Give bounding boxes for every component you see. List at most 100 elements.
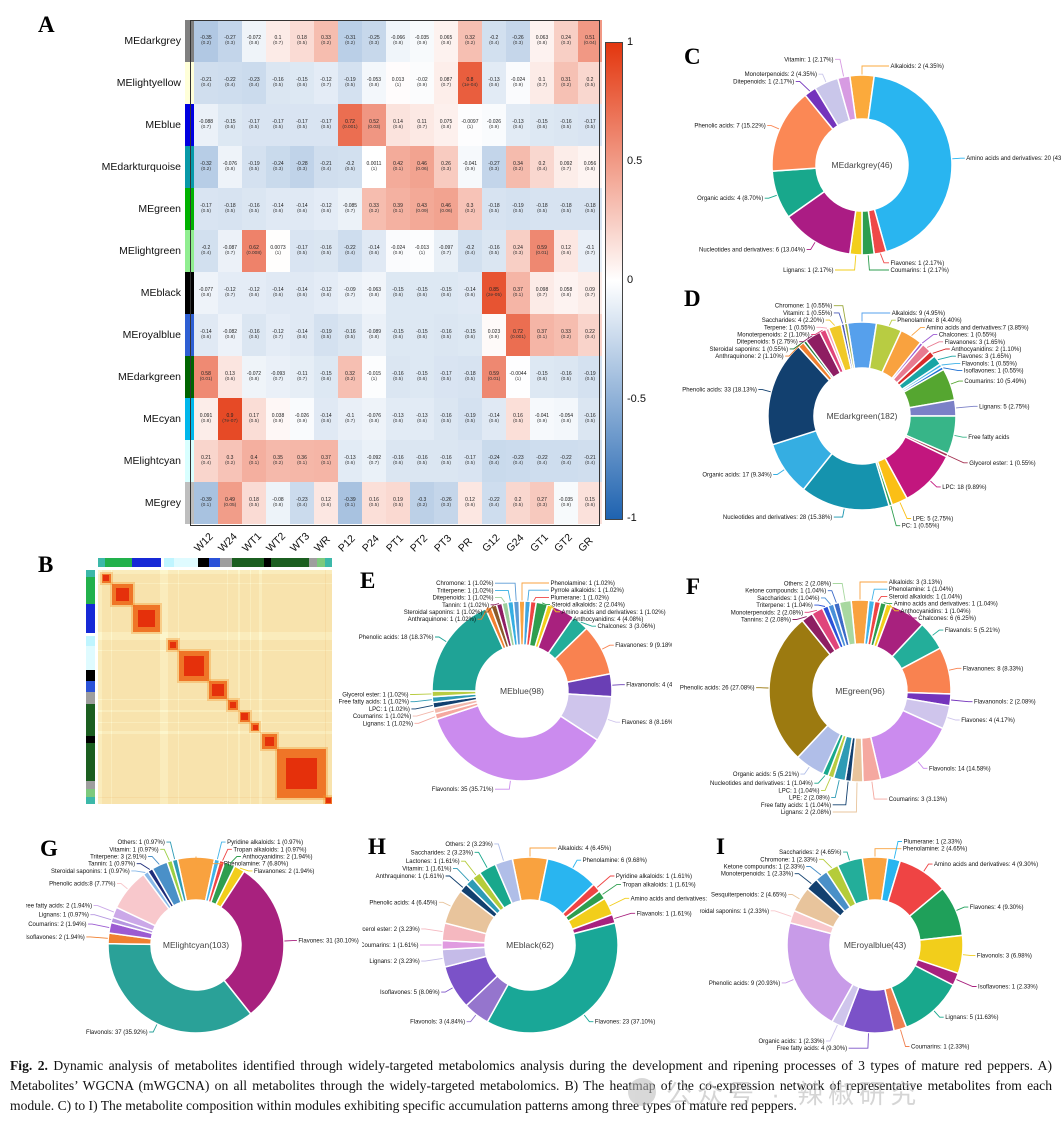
slice-label: Coumarins: 10 (5.49%)	[964, 379, 1026, 385]
panel-letter-a: A	[38, 12, 55, 37]
heatmap-cell: -0.15 (0.6)	[410, 356, 434, 398]
slice-label: Steroid alkaloids: 1 (1.04%)	[889, 594, 962, 600]
tom-band	[112, 570, 134, 804]
slice-label: Monoterpenoids: 2 (4.35%)	[745, 72, 817, 78]
heatmap-cell: -0.28 (0.3)	[290, 146, 314, 188]
label-leader-line	[818, 73, 827, 83]
tom-block-core	[229, 701, 237, 709]
strip-segment	[86, 633, 95, 636]
donut-center-label: MEblue(98)	[500, 686, 544, 696]
slice-label: Amino acids and derivatives: 1 (1.02%)	[562, 610, 666, 616]
heatmap-cell: -0.15 (0.6)	[386, 272, 410, 314]
slice-label: Flavones: 4 (4.17%)	[961, 718, 1015, 724]
panel-letter-c: C	[684, 44, 701, 69]
slice-label: Others: 2 (3.23%)	[445, 842, 492, 848]
strip-segment	[197, 558, 209, 567]
wgcna-module-trait-heatmap: MEdarkgrey -0.35 (0.2) -0.27 (0.3) -0.072 (0.8…	[85, 20, 602, 558]
heatmap-cell: -0.24 (0.4)	[482, 440, 506, 482]
slice-label: Ketone compounds: 1 (2.33%)	[724, 865, 805, 871]
heatmap-cell: -0.19 (0.5)	[578, 356, 602, 398]
slice-label: Lignans: 5 (11.63%)	[945, 1015, 998, 1021]
slice-label: Free fatty acids	[968, 435, 1009, 441]
slice-label: Tannins: 2 (2.08%)	[741, 617, 791, 623]
heatmap-cell: -0.0097 (1)	[458, 104, 482, 146]
label-leader-line	[819, 858, 833, 869]
label-leader-line	[795, 80, 811, 92]
label-leader-line	[411, 704, 433, 710]
slice-label: Vitamin: 1 (2.17%)	[784, 57, 833, 63]
label-leader-line	[602, 883, 621, 895]
slice-label: Nucleotides and derivatives: 6 (13.04%)	[699, 248, 805, 254]
panel-letter-e: E	[360, 568, 376, 593]
tom-band	[178, 570, 210, 804]
label-leader-line	[614, 912, 636, 919]
slice-label: Saccharides: 4 (2.20%)	[762, 318, 824, 324]
heatmap-cell: -0.024 (0.9)	[506, 62, 530, 104]
heatmap-cell: -0.17 (0.5)	[434, 356, 458, 398]
slice-label: Ditepenoids: 5 (2.75%)	[737, 340, 798, 346]
label-leader-line	[911, 326, 925, 336]
slice-label: LPE: 2 (2.08%)	[789, 796, 830, 802]
slice-label: Flavonols: 1 (0.55%)	[962, 361, 1017, 367]
label-leader-line	[954, 434, 967, 438]
heatmap-cell: 0.32 (0.2)	[338, 356, 362, 398]
heatmap-row: MEdarkgreen 0.58 (0.01) 0.13 (0.6) -0.072 (0.8…	[85, 356, 602, 398]
donut-slice	[512, 600, 522, 647]
slice-label: Phenolic acids: 18 (18.37%)	[359, 635, 434, 641]
label-leader-line	[921, 334, 938, 344]
tom-band	[251, 570, 260, 804]
donut-MEroyalblue: Phenolamine: 2 (4.65%) Plumerane: 1 (2.33…	[700, 820, 1061, 1062]
strip-segment	[163, 558, 174, 567]
heatmap-cell: -0.092 (0.7)	[362, 440, 386, 482]
label-leader-line	[811, 329, 823, 335]
donut-slice	[836, 857, 870, 906]
module-row-label: MEroyalblue	[122, 329, 181, 341]
tom-block-core	[184, 656, 204, 676]
label-leader-line	[956, 405, 978, 409]
label-leader-line	[773, 469, 785, 475]
label-leader-line	[835, 255, 857, 271]
label-leader-line	[937, 355, 956, 361]
slice-label: Saccharides: 2 (3.23%)	[411, 850, 473, 856]
label-leader-line	[438, 901, 451, 907]
heatmap-cell: -0.21 (0.4)	[314, 146, 338, 188]
slice-label: Nucleotides and derivatives: 1 (1.04%)	[710, 781, 813, 787]
slice-label: Isoflavones: 1 (0.55%)	[964, 369, 1024, 375]
heatmap-cell: -0.14 (0.6)	[290, 272, 314, 314]
module-color-swatch	[185, 440, 194, 482]
tom-block-core	[325, 797, 331, 803]
heatmap-cell: -0.13 (0.6)	[386, 398, 410, 440]
heatmap-cell: 0.59 (0.01)	[530, 230, 554, 272]
label-leader-line	[843, 851, 850, 861]
label-leader-line	[529, 847, 557, 857]
label-leader-line	[580, 621, 596, 627]
tom-band	[98, 650, 332, 682]
heatmap-cell: -0.09 (0.7)	[338, 272, 362, 314]
tom-plot	[98, 570, 332, 804]
heatmap-cell: 0.42 (0.1)	[386, 146, 410, 188]
heatmap-cell: 0.16 (0.5)	[506, 398, 530, 440]
heatmap-cell: 0.2 (0.4)	[530, 146, 554, 188]
heatmap-cell: -0.15 (0.6)	[410, 272, 434, 314]
heatmap-cell: 0.0073 (1)	[266, 230, 290, 272]
slice-label: Chromone: 1 (1.02%)	[436, 581, 493, 587]
module-color-swatch	[185, 146, 194, 188]
label-leader-line	[222, 848, 232, 861]
heatmap-cell: -0.22 (0.4)	[218, 62, 242, 104]
heatmap-cell: 0.34 (0.2)	[506, 146, 530, 188]
donut-MElightcyan: Phenolamine: 7 (6.80%) Pyridine alkaloids…	[26, 820, 366, 1062]
figure-caption-text: Dynamic analysis of metabolites identifi…	[10, 1058, 1052, 1113]
label-leader-line	[814, 775, 826, 784]
slice-label: Monoterpenoids: 2 (2.08%)	[731, 610, 803, 616]
label-leader-line	[494, 843, 504, 861]
slice-label: Phenolamine: 6 (9.68%)	[583, 858, 647, 864]
donut-slice	[768, 619, 832, 759]
heatmap-row: MEcyan 0.091 (0.8) 0.9 (7e-07) 0.17 (0.5) 0.038…	[85, 398, 602, 440]
tom-band	[227, 570, 239, 804]
slice-label: Vitamin: 1 (1.61%)	[402, 866, 451, 872]
slice-label: Ketone compounds: 1 (1.04%)	[745, 589, 826, 595]
heatmap-cell: 0.58 (0.01)	[194, 356, 218, 398]
tom-block-core	[169, 641, 176, 648]
slice-label: Phenolamine: 1 (1.02%)	[551, 581, 615, 587]
